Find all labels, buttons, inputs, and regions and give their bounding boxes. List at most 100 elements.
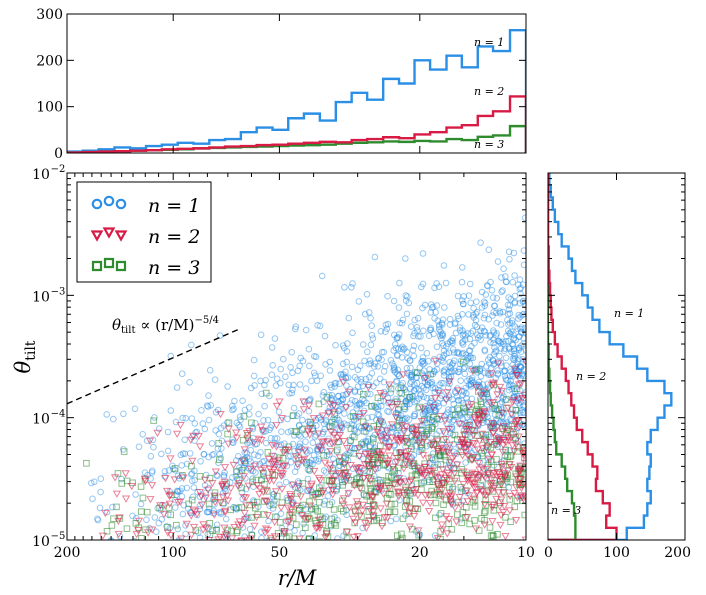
- scatter-point-n2: [159, 511, 169, 519]
- scatter-point-n1: [463, 377, 471, 385]
- scatter-point-n2: [335, 454, 344, 462]
- scatter-point-n1: [410, 332, 417, 340]
- scatter-point-n1: [449, 337, 456, 345]
- scatter-point-n2: [304, 402, 314, 410]
- scatter-point-n1: [290, 381, 297, 389]
- scatter-point-n1: [433, 343, 441, 351]
- scatter-point-n1: [395, 304, 403, 311]
- scatter-point-n2: [189, 523, 199, 532]
- scatter-point-n2: [508, 442, 517, 450]
- right-histogram-labels: n = 1 n = 2 n = 3: [551, 307, 644, 517]
- legend-marker-n3: [103, 257, 115, 269]
- power-law-annotation: θtilt ∝ (r/M)−5/4: [112, 315, 219, 336]
- scatter-point-n2: [477, 430, 487, 439]
- scatter-point-n2: [115, 514, 124, 522]
- scatter-point-n1: [481, 369, 489, 377]
- scatter-point-n1: [456, 324, 464, 331]
- scatter-point-n2: [262, 486, 271, 495]
- scatter-point-n1: [239, 397, 246, 405]
- scatter-point-n1: [393, 351, 401, 359]
- scatter-point-n2: [295, 448, 304, 457]
- scatter-point-n1: [325, 392, 333, 399]
- scatter-point-n2: [493, 423, 502, 432]
- scatter-point-n2: [437, 486, 447, 495]
- scatter-point-n1: [448, 361, 456, 369]
- scatter-point-n2: [237, 521, 246, 530]
- scatter-point-n1: [235, 421, 242, 429]
- scatter-point-n2: [444, 425, 453, 434]
- scatter-point-n2: [438, 466, 447, 474]
- scatter-point-n2: [258, 427, 268, 435]
- scatter-point-n2: [511, 420, 520, 429]
- scatter-point-n3: [116, 515, 124, 522]
- scatter-point-n1: [499, 287, 506, 294]
- scatter-point-n2: [468, 367, 478, 376]
- scatter-point-n2: [481, 492, 491, 500]
- scatter-point-n1: [261, 381, 268, 389]
- scatter-point-n1: [304, 475, 312, 483]
- scatter-point-n1: [480, 327, 488, 335]
- scatter-point-n1: [178, 493, 186, 500]
- scatter-point-n1: [411, 368, 419, 376]
- scatter-point-n3: [460, 404, 468, 412]
- scatter-point-n2: [496, 521, 505, 530]
- scatter-point-n2: [326, 482, 335, 491]
- scatter-point-n2: [260, 529, 270, 537]
- scatter-point-n2: [506, 492, 515, 501]
- scatter-point-n1: [339, 360, 347, 368]
- scatter-point-n2: [172, 430, 182, 439]
- scatter-point-n2: [201, 494, 210, 502]
- scatter-point-n1: [463, 394, 470, 402]
- scatter-point-n1: [494, 370, 502, 377]
- scatter-point-n1: [490, 339, 497, 347]
- scatter-point-n1: [440, 262, 448, 269]
- scatter-point-n1: [439, 321, 446, 328]
- scatter-point-n2: [418, 470, 427, 478]
- scatter-point-n1: [311, 532, 319, 539]
- scatter-point-n2: [433, 446, 442, 454]
- scatter-point-n3: [103, 527, 111, 535]
- scatter-point-n1: [163, 538, 169, 540]
- scatter-point-n2: [475, 466, 484, 474]
- scatter-point-n3: [333, 485, 340, 493]
- scatter-point-n1: [374, 406, 382, 413]
- scatter-point-n1: [511, 272, 518, 279]
- scatter-point-n2: [474, 459, 483, 468]
- scatter-point-n1: [331, 383, 339, 390]
- scatter-point-n1: [445, 384, 452, 392]
- scatter-point-n1: [452, 319, 459, 327]
- scatter-point-n1: [403, 365, 411, 372]
- scatter-point-n2: [186, 436, 195, 445]
- scatter-point-n1: [291, 468, 299, 476]
- legend-marker-n1: [103, 195, 115, 207]
- scatter-point-n2: [455, 420, 464, 428]
- scatter-point-n1: [328, 392, 336, 399]
- scatter-point-n3: [240, 413, 248, 420]
- scatter-point-n2: [333, 434, 342, 442]
- scatter-point-n2: [326, 448, 335, 456]
- scatter-point-n2: [339, 495, 348, 503]
- scatter-point-n2: [513, 494, 522, 502]
- scatter-point-n3: [391, 467, 399, 475]
- scatter-point-n2: [284, 504, 293, 512]
- scatter-point-n1: [489, 312, 496, 319]
- scatter-point-n3: [387, 385, 395, 393]
- scatter-point-n1: [459, 311, 466, 318]
- scatter-point-n1: [213, 471, 220, 479]
- scatter-point-n1: [374, 363, 382, 370]
- scatter-point-n2: [350, 482, 359, 490]
- scatter-point-n1: [265, 517, 272, 525]
- scatter-point-n1: [437, 328, 444, 336]
- scatter-point-n2: [374, 451, 384, 459]
- scatter-point-n3: [331, 519, 338, 527]
- scatter-point-n2: [467, 480, 477, 488]
- scatter-point-n2: [421, 463, 430, 472]
- scatter-point-n2: [446, 458, 455, 467]
- scatter-point-n1: [467, 354, 475, 362]
- right-histogram-n3: [548, 173, 577, 540]
- scatter-point-n1: [429, 303, 437, 311]
- scatter-point-n2: [336, 470, 346, 478]
- scatter-point-n1: [517, 313, 524, 320]
- top-y-tick-label: 200: [36, 53, 63, 69]
- scatter-point-n1: [499, 338, 506, 346]
